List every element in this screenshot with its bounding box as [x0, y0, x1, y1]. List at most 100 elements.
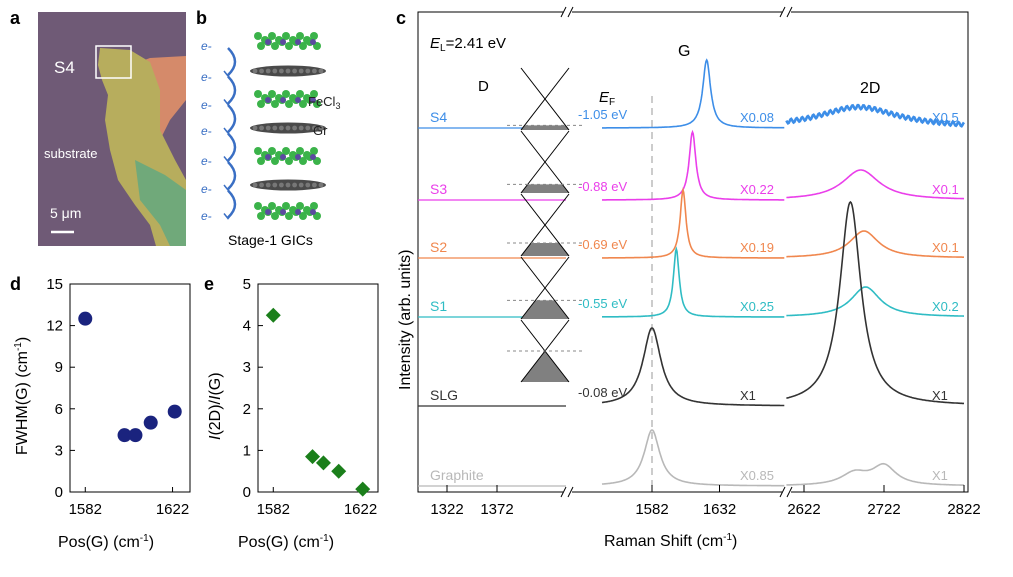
- x-tick-label: 1622: [156, 501, 189, 518]
- fermi-shift-label-s4: -1.05 eV: [578, 107, 627, 122]
- y-tick-label: 1: [243, 442, 251, 459]
- cl-atom: [285, 157, 293, 165]
- carbon-atom: [318, 68, 324, 74]
- filled-states: [521, 242, 569, 256]
- cl-atom: [296, 32, 304, 40]
- g-band-spectrum-s2: [602, 186, 785, 259]
- optical-image-flake-shade: [135, 160, 186, 246]
- cl-atom: [254, 32, 262, 40]
- cl-atom: [299, 212, 307, 220]
- carbon-atom: [305, 182, 311, 188]
- filled-states: [521, 300, 569, 319]
- cl-atom: [299, 157, 307, 165]
- axis-break-mark: [779, 6, 786, 18]
- graphene-layer: [250, 65, 326, 77]
- axis-break-gap: [782, 7, 791, 17]
- 2d-scale-label-graphite: X1: [932, 468, 948, 483]
- axis-break-mark: [560, 6, 567, 18]
- 2d-scale-label-s1: X0.2: [932, 299, 959, 314]
- x-tick-label: 1582: [69, 501, 102, 518]
- filled-states: [521, 184, 569, 193]
- fe-atom: [265, 154, 271, 160]
- carbon-atom: [298, 68, 304, 74]
- arrow-head: [223, 156, 233, 163]
- carbon-atom: [279, 125, 284, 131]
- g-scale-label-graphite: X0.85: [740, 468, 774, 483]
- electron-label: e-: [201, 98, 212, 112]
- x-tick-label: 1582: [257, 501, 290, 518]
- y-axis-label: Intensity (arb. units): [397, 250, 414, 391]
- cl-atom: [285, 100, 293, 108]
- 2d-scale-label-s2: X0.1: [932, 240, 959, 255]
- fe-atom: [310, 154, 316, 160]
- carbon-atom: [265, 68, 271, 74]
- scale-bar-label: 5 μm: [50, 205, 81, 221]
- data-point: [265, 307, 281, 323]
- selection-box-s4: [95, 45, 132, 79]
- x-tick-label: 1632: [703, 501, 736, 518]
- g-scale-label-s1: X0.25: [740, 299, 774, 314]
- excitation-energy-label: EL=2.41 eV: [430, 35, 506, 54]
- y-tick-label: 5: [243, 276, 251, 293]
- axis-break-mark: [786, 486, 793, 498]
- data-point: [117, 428, 132, 443]
- fe-atom: [280, 209, 286, 215]
- y-tick-label: 0: [243, 484, 251, 501]
- y-tick-label: 6: [55, 401, 63, 418]
- carbon-atom: [305, 68, 311, 74]
- data-point: [78, 311, 93, 326]
- panel-d: d FWHM(G) (cm-1) Pos(G) (cm-1) 1582 1622 0…: [10, 274, 191, 551]
- g-scale-label-s3: X0.22: [740, 182, 774, 197]
- cl-atom: [271, 157, 279, 165]
- cl-atom: [254, 147, 262, 155]
- cl-atom: [268, 202, 276, 210]
- electron-label: e-: [201, 182, 212, 196]
- panel-e-frame: [257, 283, 379, 493]
- carbon-atom: [252, 68, 258, 74]
- axis-break-gap: [563, 487, 572, 497]
- fermi-shift-label-s2: -0.69 eV: [578, 237, 627, 252]
- axis-break-mark: [560, 486, 567, 498]
- fe-atom: [295, 154, 301, 160]
- panel-d-ylabel: FWHM(G) (cm-1): [13, 337, 31, 455]
- cone-edge: [520, 193, 570, 257]
- y-tick-label: 4: [243, 318, 251, 335]
- fe-atom: [310, 97, 316, 103]
- carbon-atom: [272, 68, 278, 74]
- panel-label-a: a: [10, 8, 21, 28]
- stage-1-caption: Stage-1 GICs: [228, 232, 313, 248]
- x-axis-label: Raman Shift (cm-1): [604, 532, 737, 550]
- x-tick-label: 1582: [635, 501, 668, 518]
- carbon-atom: [272, 182, 278, 188]
- panel-e-ylabel: I(2D)/I(G): [207, 372, 224, 440]
- carbon-atom: [318, 182, 324, 188]
- cl-atom: [310, 202, 318, 210]
- fermi-shift-label-slg: -0.08 eV: [578, 385, 627, 400]
- cl-atom: [271, 100, 279, 108]
- g-band-spectrum-slg: [601, 327, 785, 407]
- axis-break-mark: [567, 6, 574, 18]
- panel-label-e: e: [204, 274, 214, 294]
- cl-atom: [285, 212, 293, 220]
- cl-atom: [257, 212, 265, 220]
- 2d-band-spectrum-s1: [786, 286, 964, 317]
- carbon-atom: [265, 125, 271, 131]
- carbon-atom: [272, 125, 278, 131]
- carbon-atom: [305, 125, 311, 131]
- cl-atom: [282, 202, 290, 210]
- cone-edge: [520, 130, 570, 194]
- arrow-head: [223, 70, 233, 78]
- x-tick-label: 1622: [344, 501, 377, 518]
- g-scale-label-s4: X0.08: [740, 110, 774, 125]
- graphene-label: Gr: [313, 123, 328, 138]
- panel-c: c EL=2.41 eV Intensity (arb. units) Rama…: [396, 6, 981, 550]
- panel-a: a S4 substrate 5 μm: [10, 8, 186, 246]
- electron-label: e-: [201, 124, 212, 138]
- x-tick-label: 1372: [480, 501, 513, 518]
- fe-atom: [310, 39, 316, 45]
- carbon-atom: [279, 68, 284, 74]
- panel-e-xlabel: Pos(G) (cm-1): [238, 533, 334, 551]
- sample-label-slg: SLG: [430, 387, 458, 403]
- cl-atom: [296, 202, 304, 210]
